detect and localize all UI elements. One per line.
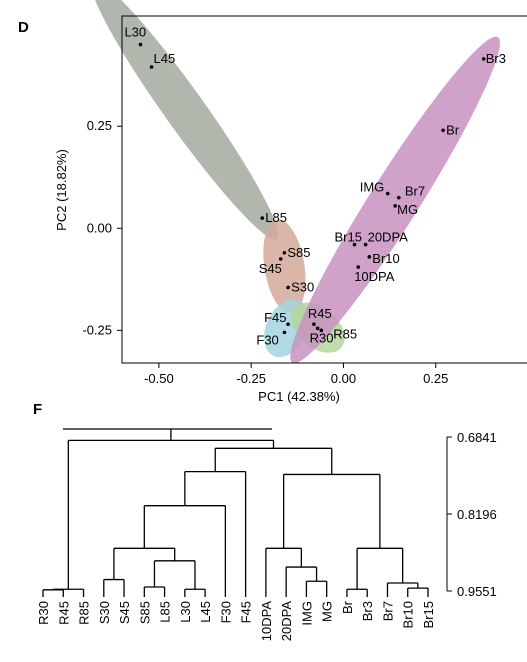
pca-point-br7 — [397, 195, 401, 200]
cluster-ellipse-5 — [290, 36, 500, 364]
pca-point-label-s30: S30 — [291, 279, 314, 294]
pca-point-label-f30: F30 — [256, 332, 278, 347]
pca-y-tick-label: 0.00 — [87, 220, 112, 235]
pca-point-label-l85: L85 — [265, 210, 287, 225]
pca-point-label-10dpa: 10DPA — [354, 269, 395, 284]
leaf-label-r85: R85 — [77, 601, 92, 625]
pca-point-label-s85: S85 — [287, 245, 310, 260]
leaf-label-mg: MG — [320, 601, 335, 622]
cluster-ellipse-2 — [263, 219, 306, 314]
leaf-label-f30: F30 — [218, 601, 233, 623]
pca-panel: D -0.50 -0.25 0.00 0.25 -0.25 0.00 0.25 L30 L45… — [18, 0, 527, 404]
pca-point-l45 — [149, 65, 154, 69]
pca-x-tick-label: -0.25 — [236, 371, 266, 386]
panel-label-d: D — [18, 19, 29, 36]
leaf-label-s85: S85 — [137, 601, 152, 624]
pca-point-20dpa — [363, 242, 368, 247]
pca-point-s30 — [286, 285, 290, 290]
cluster-ellipse-1 — [90, 0, 279, 240]
leaf-label-l85: L85 — [158, 601, 173, 623]
leaf-label-br7: Br7 — [380, 601, 395, 621]
leaf-label-r45: R45 — [56, 601, 71, 625]
pca-point-r85 — [319, 328, 324, 333]
pca-point-mg — [393, 204, 397, 208]
pca-ticks: -0.50 -0.25 0.00 0.25 -0.25 0.00 0.25 — [82, 118, 448, 386]
pca-point-label-l30: L30 — [124, 25, 146, 40]
pca-point-l85 — [260, 216, 265, 220]
height-axis-tick-label: 0.9551 — [457, 584, 497, 599]
panel-label-f: F — [33, 401, 42, 418]
pca-point-r45 — [312, 322, 316, 327]
pca-point-label-r30: R30 — [310, 330, 334, 345]
leaf-label-br10: Br10 — [401, 601, 416, 628]
leaf-label-10dpa: 10DPA — [259, 601, 274, 642]
dendrogram-leaf-labels: R30 R45 R85 S30 S45 S85 L85 L30 L45 F30 F45 10DPA 20… — [36, 600, 436, 641]
pca-point-s85 — [282, 250, 287, 255]
pca-point-label-f45: F45 — [264, 310, 286, 325]
pca-point-br — [441, 128, 445, 133]
pca-point-label-br3: Br3 — [486, 51, 506, 66]
pca-point-br10 — [367, 255, 372, 259]
leaf-label-20dpa: 20DPA — [279, 601, 294, 642]
pca-point-label-img: IMG — [360, 180, 385, 195]
pca-y-tick-label: 0.25 — [87, 118, 112, 133]
pca-point-s45 — [278, 257, 283, 261]
pca-x-axis-label: PC1 (42.38%) — [258, 389, 340, 404]
pca-points: L30 L45 L85 S85 S45 S30 F45 F30 R45 R30 R85 Br3 Br IM… — [124, 25, 505, 348]
leaf-label-s30: S30 — [97, 601, 112, 624]
pca-point-br15 — [352, 242, 357, 247]
leaf-label-s45: S45 — [117, 601, 132, 624]
pca-point-label-r85: R85 — [333, 326, 357, 341]
pca-plot-frame — [121, 15, 527, 364]
pca-point-f30 — [282, 330, 287, 335]
leaf-label-l30: L30 — [178, 601, 193, 623]
pca-point-label-br15: Br15 — [335, 230, 362, 245]
pca-point-r30 — [315, 326, 320, 331]
pca-y-tick-label: -0.25 — [82, 322, 112, 337]
pca-x-tick-label: 0.00 — [331, 371, 356, 386]
pca-point-label-r45: R45 — [308, 306, 332, 321]
pca-point-label-s45: S45 — [259, 261, 282, 276]
pca-point-br3 — [481, 57, 486, 61]
leaf-label-br15: Br15 — [421, 601, 436, 628]
pca-point-label-mg: MG — [397, 202, 418, 217]
pca-y-axis-label: PC2 (18.82%) — [54, 149, 69, 231]
pca-ellipses — [90, 0, 500, 364]
pca-point-label-br: Br — [446, 122, 460, 137]
pca-point-10dpa — [356, 265, 361, 269]
leaf-label-l45: L45 — [198, 601, 213, 623]
leaf-label-f45: F45 — [239, 601, 254, 623]
dendrogram-tree — [42, 428, 429, 597]
pca-point-img — [385, 191, 390, 196]
leaf-label-br3: Br3 — [360, 601, 375, 621]
pca-point-label-br7: Br7 — [405, 184, 425, 199]
leaf-label-img: IMG — [299, 601, 314, 626]
dendrogram-panel: F 0.6841 0.8196 0.9551 R30 R45 R85 S30 S45 S85 L… — [33, 401, 497, 641]
pca-point-label-20dpa: 20DPA — [368, 230, 409, 245]
pca-point-label-br10: Br10 — [372, 251, 399, 266]
pca-point-label-l45: L45 — [154, 51, 176, 66]
height-axis-tick-label: 0.8196 — [457, 507, 497, 522]
pca-x-tick-label: 0.25 — [423, 371, 448, 386]
pca-point-l30 — [138, 42, 143, 47]
pca-x-tick-label: -0.50 — [144, 371, 174, 386]
height-axis-tick-label: 0.6841 — [457, 430, 497, 445]
leaf-label-br: Br — [340, 600, 355, 614]
dendrogram-height-axis: 0.6841 0.8196 0.9551 — [446, 430, 497, 599]
leaf-label-r30: R30 — [36, 601, 51, 625]
pca-point-f45 — [286, 322, 290, 327]
